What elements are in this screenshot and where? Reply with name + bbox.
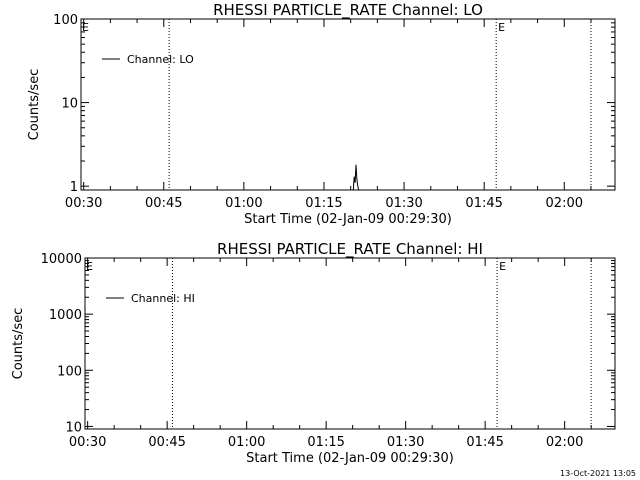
chart-2-legend-label: Channel: HI [131,292,195,305]
chart-1-corner-marker: E [82,21,89,34]
chart-1-x-tick-label: 00:30 [65,196,102,211]
chart-1-y-tick-label: 100 [53,13,78,28]
chart-2-y-axis-label: Counts/sec [11,308,26,380]
chart-2-plot-frame [84,257,616,430]
chart-2-corner-marker: E [86,260,93,273]
chart-1-legend-label: Channel: LO [127,53,194,66]
chart-1-title: RHESSI PARTICLE_RATE Channel: LO [213,1,483,20]
chart-panel-1: RHESSI PARTICLE_RATE Channel: LO Start Ti… [27,1,616,227]
chart-2-title: RHESSI PARTICLE_RATE Channel: HI [217,240,483,259]
chart-1-x-tick-label: 01:30 [385,196,422,211]
chart-2-y-tick-label: 10000 [41,252,82,267]
chart-1-x-tick-label: 01:45 [465,196,502,211]
chart-2-x-tick-label: 01:00 [228,435,265,450]
chart-1-marker-label: E [498,21,505,34]
chart-2-x-tick-label: 01:45 [466,435,503,450]
chart-1-series-line-1 [352,164,360,191]
chart-2-x-tick-label: 00:45 [148,435,185,450]
chart-2-marker-label: E [499,260,506,273]
chart-2-x-tick-label: 00:30 [69,435,106,450]
chart-2-y-tick-label: 100 [57,364,82,379]
chart-2-x-tick-label: 02:00 [546,435,583,450]
chart-panel-2: RHESSI PARTICLE_RATE Channel: HI Start Ti… [11,240,616,466]
chart-1-x-tick-label: 01:00 [225,196,262,211]
chart-2-x-axis-label: Start Time (02-Jan-09 00:29:30) [246,451,454,466]
timestamp: 13-Oct-2021 13:05 [560,469,636,478]
chart-1-y-tick-label: 1 [70,180,78,195]
chart-2-x-tick-label: 01:15 [307,435,344,450]
chart-1-x-tick-label: 02:00 [546,196,583,211]
chart-2-y-tick-label: 1000 [49,308,82,323]
chart-2-y-tick-label: 10 [65,420,82,435]
chart-1-x-tick-label: 01:15 [305,196,342,211]
chart-1-plot-frame [80,18,616,191]
chart-1-y-tick-label: 10 [61,97,78,112]
chart-2-x-tick-label: 01:30 [387,435,424,450]
chart-1-x-tick-label: 00:45 [145,196,182,211]
chart-1-x-axis-label: Start Time (02-Jan-09 00:29:30) [244,212,452,227]
chart-1-y-axis-label: Counts/sec [27,69,42,141]
